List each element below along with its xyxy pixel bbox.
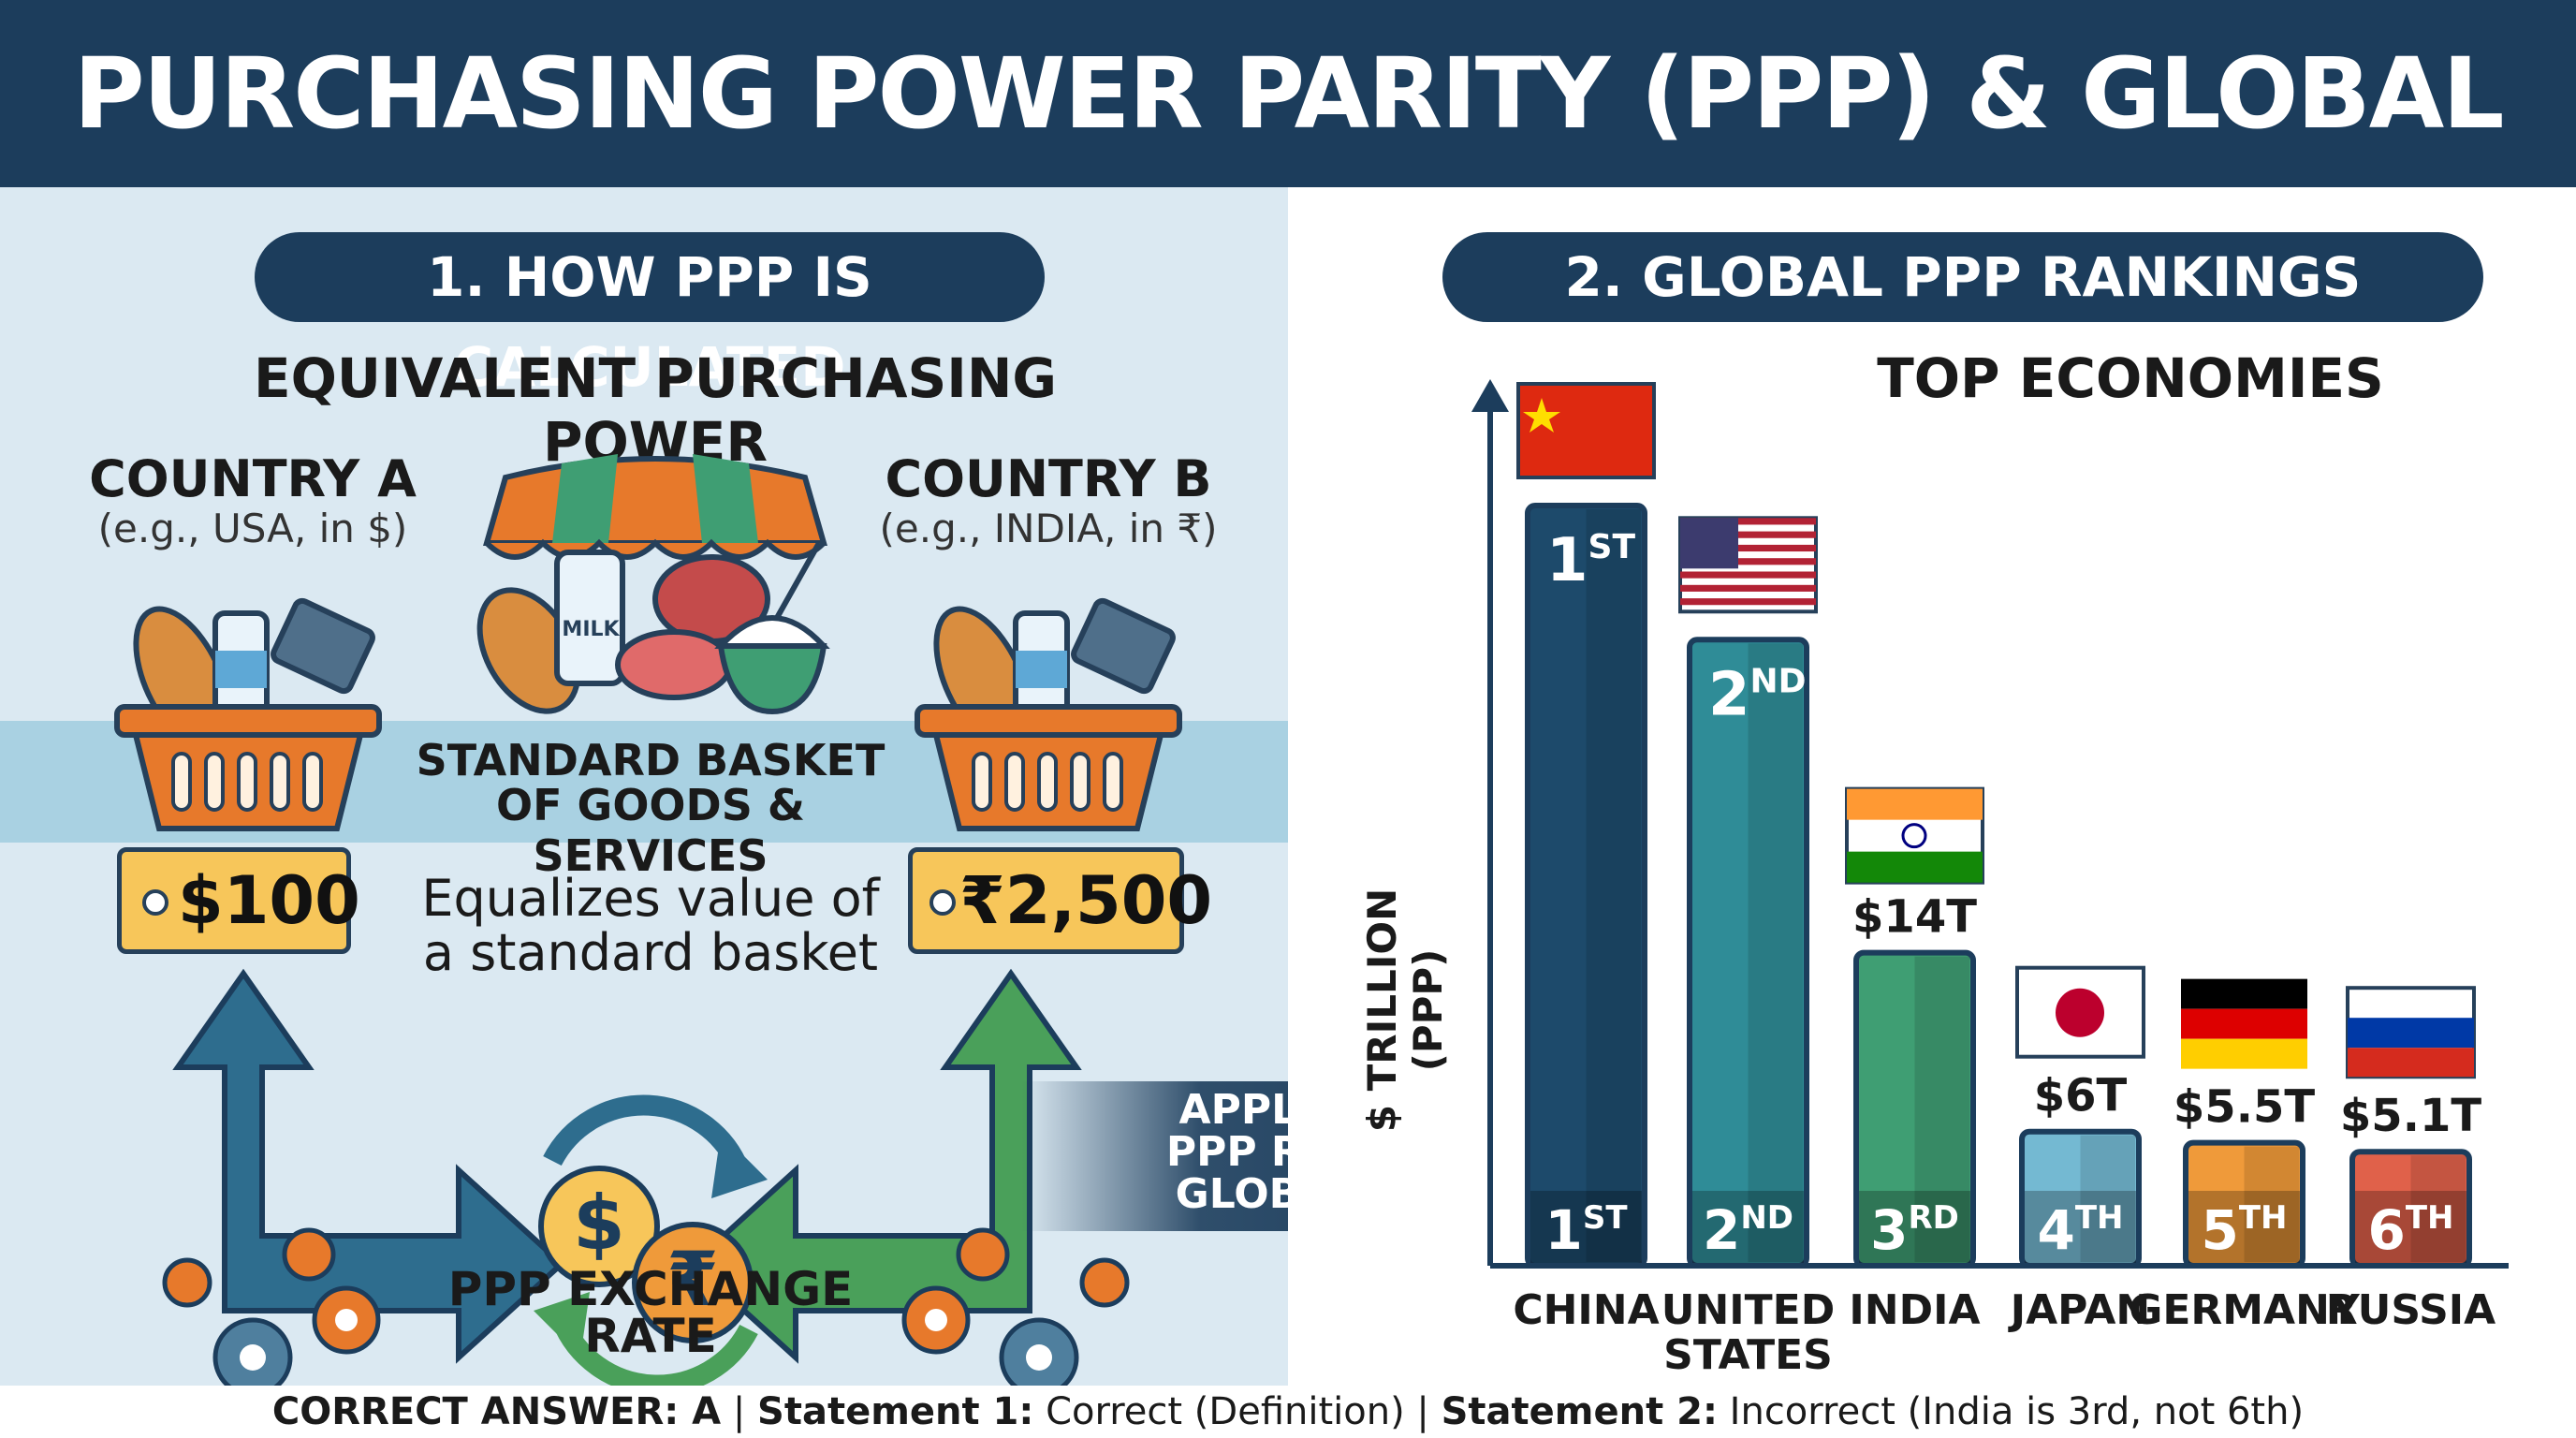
y-axis-arrow-icon	[1471, 379, 1509, 412]
country-b-name: COUNTRY B	[885, 449, 1212, 508]
bar-rank-top-label: 2ND	[1708, 660, 1807, 729]
equalizes-line1: Equalizes value of	[421, 869, 880, 928]
x-tick-label: INDIA	[1849, 1286, 1980, 1334]
india-flag-green-icon	[1847, 851, 1983, 883]
bar-rank-label: 6TH	[2367, 1198, 2453, 1262]
country-b-price: ₹2,500	[959, 862, 1213, 939]
bar-value-label: $5.1T	[2340, 1090, 2481, 1142]
country-b-note: (e.g., INDIA, in ₹)	[879, 506, 1218, 551]
basket-label-line2: OF GOODS & SERVICES	[496, 780, 805, 881]
russia-flag-red-icon	[2348, 1048, 2474, 1078]
bar-rank-band	[1859, 1191, 1970, 1263]
country-a-price-tag: $100	[117, 847, 360, 954]
germany-flag-gold-icon	[2181, 1038, 2307, 1069]
india-flag-chakra-icon	[1901, 823, 1927, 849]
bar-rank-top-label: 1ST	[1546, 526, 1635, 595]
china-flag-icon	[1516, 382, 1656, 479]
bar-rank-label: 5TH	[2201, 1198, 2287, 1262]
header-banner: PURCHASING POWER PARITY (PPP) & GLOBAL R…	[0, 0, 2576, 338]
usa-flag-stripe-icon	[1680, 531, 1816, 538]
page-title: PURCHASING POWER PARITY (PPP) & GLOBAL R…	[73, 37, 2504, 338]
country-a-price: $100	[178, 862, 360, 939]
ppp-flow-arrows-icon	[162, 968, 1130, 1398]
usa-flag-stripe-icon	[1680, 598, 1816, 606]
x-tick-label: RUSSIA	[2326, 1286, 2496, 1334]
japan-flag-sun-icon	[2056, 988, 2104, 1037]
basket-label-line1: STANDARD BASKET	[416, 735, 886, 785]
x-tick-label: STATES	[1663, 1331, 1833, 1379]
bar-rank-band	[2025, 1191, 2136, 1263]
usa-flag-stripe-icon	[1680, 518, 1816, 525]
left-panel: 1. HOW PPP IS CALCULATED EQUIVALENT PURC…	[0, 187, 1470, 1398]
section-1-pill: 1. HOW PPP IS CALCULATED	[255, 232, 1045, 399]
footer-sep-2: |	[1404, 1390, 1442, 1433]
bar-rank-band	[1692, 1191, 1804, 1263]
bar-rank-band	[2188, 1191, 2300, 1263]
milk-label: MILK	[562, 618, 620, 641]
russia-flag-blue-icon	[2348, 1018, 2474, 1049]
footer-s2-label: Statement 2:	[1441, 1390, 1718, 1433]
usa-flag-stripe-icon	[1680, 558, 1816, 565]
germany-flag-icon	[2181, 978, 2307, 1009]
country-a-name: COUNTRY A	[89, 449, 417, 508]
bar-value-label: $6T	[2034, 1070, 2128, 1123]
india-flag-saffron-icon	[1847, 788, 1983, 820]
footer-answer: CORRECT ANSWER: A | Statement 1: Correct…	[0, 1386, 2576, 1438]
x-tick-label: CHINA	[1513, 1286, 1659, 1334]
usa-flag-stripe-icon	[1680, 584, 1816, 592]
bar-shade	[2080, 1135, 2135, 1262]
bar-rank-band	[2355, 1191, 2466, 1263]
rupee-coin-symbol: ₹	[666, 1236, 719, 1323]
section-2-pill: 2. GLOBAL PPP RANKINGS (TRILLION $)	[1442, 232, 2483, 399]
bar-germany	[2183, 1139, 2305, 1269]
equalizes-line2: a standard basket	[422, 923, 879, 982]
bar-japan	[2019, 1128, 2142, 1269]
bar-india	[1853, 949, 1976, 1269]
bar-rank-band	[1530, 1191, 1642, 1263]
bar-shade	[1586, 509, 1641, 1262]
x-tick-label: UNITED	[1661, 1286, 1836, 1334]
bar-value-label: $14T	[1852, 891, 1977, 944]
bar-shade	[2410, 1155, 2466, 1262]
bar-shade	[1914, 956, 1969, 1262]
market-stall-icon	[476, 454, 830, 715]
chart-title: TOP ECONOMIES	[1877, 346, 2384, 410]
country-a-basket-icon	[114, 597, 382, 831]
footer-answer-label: CORRECT ANSWER: A	[271, 1390, 722, 1433]
bar-rank-label: 3RD	[1870, 1198, 1959, 1262]
usa-flag-stripe-icon	[1680, 571, 1816, 579]
x-tick-label: JAPAN	[2008, 1286, 2151, 1334]
bar-shade	[1748, 643, 1803, 1262]
country-b-price-tag: ₹2,500	[908, 847, 1212, 954]
bar-rank-label: 4TH	[2037, 1198, 2123, 1262]
bar-russia	[2349, 1149, 2472, 1269]
right-panel: 2. GLOBAL PPP RANKINGS (TRILLION $) TOP …	[1288, 187, 2576, 1386]
germany-flag-red-icon	[2181, 1008, 2307, 1039]
usa-flag-canton-icon	[1680, 518, 1738, 569]
footer-sep-1: |	[721, 1390, 758, 1433]
bar-shade	[2244, 1146, 2299, 1262]
usa-flag-stripe-icon	[1680, 544, 1816, 552]
bar-united-states	[1687, 637, 1809, 1269]
country-b-basket-icon	[915, 597, 1182, 831]
footer-s2-text: Incorrect (India is 3rd, not 6th)	[1717, 1390, 2305, 1433]
ppp-rate-line2: RATE	[584, 1309, 717, 1363]
dollar-coin-symbol: $	[573, 1180, 625, 1267]
bar-rank-label: 2ND	[1703, 1198, 1793, 1262]
bar-value-label: $5.5T	[2174, 1081, 2315, 1134]
country-a-note: (e.g., USA, in $)	[97, 506, 408, 551]
bar-rank-label: 1ST	[1544, 1198, 1628, 1262]
footer-s1-label: Statement 1:	[757, 1390, 1034, 1433]
china-flag-star-icon	[1523, 398, 1560, 433]
x-tick-label: GERMANY	[2129, 1286, 2361, 1334]
ppp-rate-line1: PPP EXCHANGE	[447, 1262, 854, 1316]
bar-china	[1525, 503, 1647, 1269]
footer-s1-text: Correct (Definition)	[1033, 1390, 1405, 1433]
